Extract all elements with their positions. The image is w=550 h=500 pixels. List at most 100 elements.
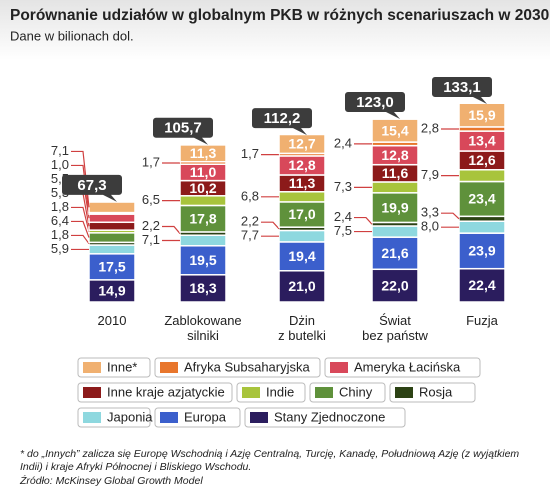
value-label: 1,8 bbox=[51, 199, 69, 214]
leader-line bbox=[71, 220, 90, 238]
value-label: 10,2 bbox=[189, 180, 216, 196]
bar-segment bbox=[371, 236, 419, 271]
legend-swatch bbox=[160, 362, 178, 373]
leader-line bbox=[441, 212, 460, 220]
bar-segment bbox=[278, 133, 326, 155]
legend-box bbox=[244, 407, 406, 428]
value-label: 7,9 bbox=[421, 167, 439, 182]
bar-segment bbox=[88, 201, 136, 214]
value-label: 7,1 bbox=[51, 143, 69, 158]
value-label: 1,7 bbox=[241, 146, 259, 161]
value-label: 5,9 bbox=[51, 241, 69, 256]
legend-swatch bbox=[315, 387, 333, 398]
footnote: * do „Innych” zalicza się Europę Wschodn… bbox=[20, 448, 520, 473]
source: Źródło: McKinsey Global Growth Model bbox=[20, 475, 203, 487]
value-label: 15,4 bbox=[381, 122, 408, 138]
legend-label: Chiny bbox=[339, 384, 373, 399]
legend-label: Indie bbox=[266, 384, 294, 399]
bar-segment bbox=[88, 232, 136, 244]
x-tick-label: 2010 bbox=[97, 313, 127, 328]
legend-label: Europa bbox=[184, 409, 227, 424]
value-label: 3,3 bbox=[421, 205, 439, 220]
bar-segment bbox=[458, 232, 506, 270]
total-callout bbox=[345, 92, 405, 120]
total-callout bbox=[252, 108, 312, 136]
total-label: 105,7 bbox=[164, 120, 202, 137]
bar-segment bbox=[278, 229, 326, 243]
bar-segment bbox=[88, 244, 136, 255]
value-label: 1,7 bbox=[142, 154, 160, 169]
legend-swatch bbox=[250, 412, 268, 423]
value-label: 17,5 bbox=[98, 259, 125, 275]
total-label: 123,0 bbox=[356, 94, 394, 111]
value-label: 11,0 bbox=[190, 164, 217, 180]
x-tick-label: Zablokowane silniki bbox=[164, 313, 242, 343]
value-label: 11,3 bbox=[190, 145, 217, 161]
bar-segment bbox=[179, 234, 227, 247]
bar-segment bbox=[371, 118, 419, 143]
value-label: 19,9 bbox=[381, 199, 408, 215]
bar-segment bbox=[179, 195, 227, 207]
legend-swatch bbox=[330, 362, 348, 373]
value-label: 8,0 bbox=[421, 219, 439, 234]
bar-segment bbox=[458, 169, 506, 183]
chart-subtitle: Dane w bilionach dol. bbox=[10, 28, 134, 43]
value-label: 12,8 bbox=[381, 147, 408, 163]
value-label: 17,8 bbox=[189, 210, 216, 226]
bar-segment bbox=[371, 225, 419, 238]
value-label: 12,8 bbox=[288, 157, 315, 173]
total-callout bbox=[62, 174, 122, 202]
legend-label: Ameryka Łacińska bbox=[354, 359, 461, 374]
legend-swatch bbox=[83, 362, 101, 373]
value-label: 17,0 bbox=[288, 206, 315, 222]
value-label: 23,4 bbox=[468, 191, 495, 207]
leader-line bbox=[71, 206, 90, 232]
value-label: 2,2 bbox=[241, 214, 259, 229]
legend-label: Inne* bbox=[107, 359, 137, 374]
legend-label: Japonia bbox=[107, 409, 153, 424]
bar-segment bbox=[278, 270, 326, 303]
header-bg bbox=[0, 0, 550, 60]
value-label: 21,0 bbox=[288, 278, 315, 294]
legend-label: Rosja bbox=[419, 384, 453, 399]
x-tick-label: Świat bez państw bbox=[362, 313, 428, 343]
bar-segment bbox=[458, 102, 506, 128]
bar-segment bbox=[458, 180, 506, 218]
bar-segment bbox=[179, 204, 227, 233]
legend-box bbox=[77, 382, 233, 403]
legend-swatch bbox=[83, 412, 101, 423]
value-label: 2,2 bbox=[142, 218, 160, 233]
value-label: 7,5 bbox=[334, 223, 352, 238]
total-label: 67,3 bbox=[77, 177, 106, 194]
leader-line bbox=[162, 225, 181, 234]
total-callout bbox=[432, 77, 492, 104]
legend-swatch bbox=[83, 387, 101, 398]
bar-segment bbox=[179, 245, 227, 276]
bar-segment bbox=[278, 201, 326, 228]
legend-label: Stany Zjednoczone bbox=[274, 409, 385, 424]
bar-segment bbox=[179, 274, 227, 303]
bar-segment bbox=[458, 267, 506, 303]
value-label: 18,3 bbox=[189, 280, 216, 296]
x-tick-label: Dżin z butelki bbox=[278, 313, 326, 343]
leader-line bbox=[354, 216, 373, 225]
value-label: 1,8 bbox=[51, 227, 69, 242]
value-label: 2,4 bbox=[334, 135, 352, 150]
value-label: 11,6 bbox=[382, 165, 409, 181]
legend-swatch bbox=[160, 412, 178, 423]
legend-label: Afryka Subsaharyjska bbox=[184, 359, 310, 374]
value-label: 7,7 bbox=[241, 228, 259, 243]
leader-line bbox=[71, 234, 90, 245]
leader-line bbox=[71, 164, 90, 214]
bar-segment bbox=[371, 181, 419, 194]
legend-label: Inne kraje azjatyckie bbox=[107, 384, 225, 399]
value-label: 22,0 bbox=[381, 277, 408, 293]
leader-line bbox=[261, 221, 280, 230]
bar-segment bbox=[458, 220, 506, 234]
bar-segment bbox=[88, 213, 136, 224]
legend-box bbox=[154, 357, 321, 378]
value-label: 11,3 bbox=[289, 175, 316, 191]
chart-title: Porównanie udziałów w globalnym PKB w ró… bbox=[10, 7, 550, 24]
